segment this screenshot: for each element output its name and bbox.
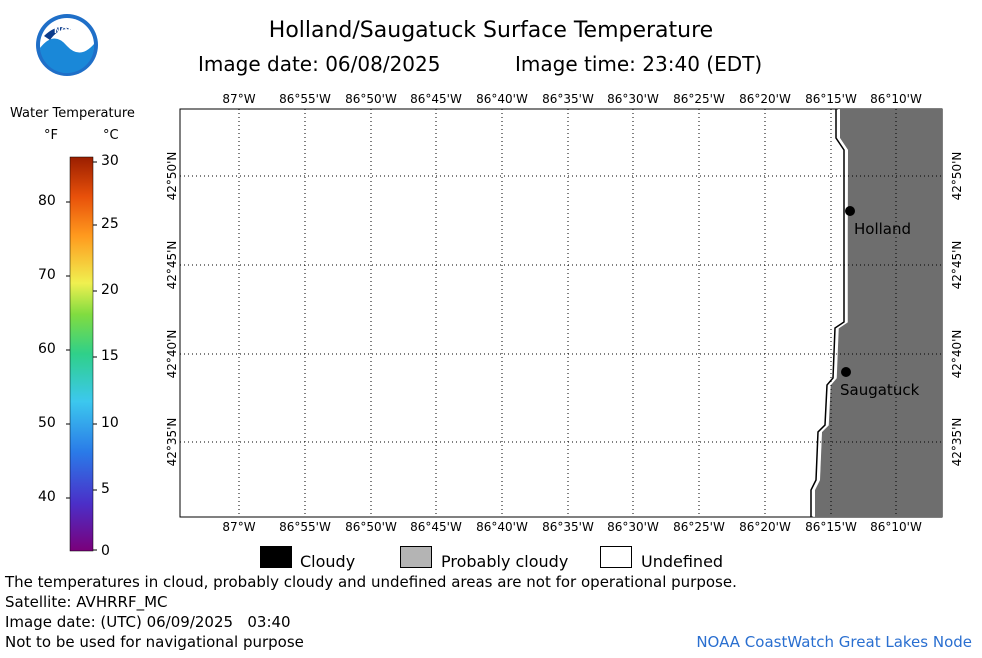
image-time: Image time: 23:40 (EDT) (515, 52, 763, 76)
saugatuck-marker (841, 367, 851, 377)
lon-label-bottom: 86°15'W (805, 520, 857, 534)
lon-label-top: 86°30'W (607, 92, 659, 106)
disclaimer-text: The temperatures in cloud, probably clou… (5, 573, 737, 591)
c-tick: 10 (101, 415, 119, 431)
legend-title: Water Temperature (10, 106, 135, 121)
lon-label-top: 86°45'W (410, 92, 462, 106)
lat-label-left: 42°50'N (165, 151, 179, 201)
f-tick: 50 (38, 415, 56, 431)
land-area (815, 109, 942, 517)
c-tick: 5 (101, 481, 110, 497)
probably-cloudy-swatch (400, 546, 432, 568)
lat-label-right: 42°45'N (950, 240, 964, 290)
c-tick: 0 (101, 543, 110, 559)
lon-label-bottom: 86°45'W (410, 520, 462, 534)
colorbar (69, 156, 94, 552)
f-tick: 80 (38, 193, 56, 209)
lon-label-bottom: 86°20'W (739, 520, 791, 534)
utc-date-text: Image date: (UTC) 06/09/2025 03:40 (5, 613, 291, 631)
lon-label-top: 86°35'W (542, 92, 594, 106)
lon-label-bottom: 86°40'W (476, 520, 528, 534)
lon-label-top: 86°20'W (739, 92, 791, 106)
page-title: Holland/Saugatuck Surface Temperature (268, 18, 714, 43)
map-frame (179, 108, 943, 518)
lon-label-bottom: 87°W (222, 520, 256, 534)
lon-label-top: 86°10'W (870, 92, 922, 106)
credit-link[interactable]: NOAA CoastWatch Great Lakes Node (696, 633, 972, 651)
lon-label-top: 86°15'W (805, 92, 857, 106)
graticule (180, 109, 942, 517)
f-tick: 60 (38, 341, 56, 357)
c-tick: 25 (101, 216, 119, 232)
noaa-logo-text: NOAA (54, 26, 80, 35)
lat-label-left: 42°35'N (165, 417, 179, 467)
noaa-logo (36, 14, 98, 76)
cloudy-label: Cloudy (300, 552, 356, 571)
lon-label-top: 86°40'W (476, 92, 528, 106)
shoreline (810, 109, 845, 517)
f-tick: 40 (38, 489, 56, 505)
lon-label-bottom: 86°50'W (345, 520, 397, 534)
c-tick: 15 (101, 348, 119, 364)
lon-label-top: 86°55'W (279, 92, 331, 106)
lat-label-right: 42°35'N (950, 417, 964, 467)
place-label-holland: Holland (854, 220, 912, 238)
place-label-saugatuck: Saugatuck (840, 381, 920, 399)
lon-label-bottom: 86°10'W (870, 520, 922, 534)
c-tick: 20 (101, 282, 119, 298)
lat-label-left: 42°40'N (165, 329, 179, 379)
lon-label-top: 86°50'W (345, 92, 397, 106)
f-tick: 70 (38, 267, 56, 283)
unit-celsius: °C (103, 128, 119, 143)
colorbar-ticks (66, 161, 97, 551)
unit-fahrenheit: °F (44, 128, 58, 143)
lon-label-bottom: 86°30'W (607, 520, 659, 534)
undefined-swatch (600, 546, 632, 568)
holland-marker (845, 206, 855, 216)
lat-label-left: 42°45'N (165, 240, 179, 290)
lon-label-bottom: 86°25'W (673, 520, 725, 534)
c-tick: 30 (101, 153, 119, 169)
lat-label-right: 42°50'N (950, 151, 964, 201)
cloudy-swatch (260, 546, 292, 568)
lon-label-top: 87°W (222, 92, 256, 106)
satellite-text: Satellite: AVHRRF_MC (5, 593, 168, 611)
lon-label-bottom: 86°55'W (279, 520, 331, 534)
lat-label-right: 42°40'N (950, 329, 964, 379)
nav-note-text: Not to be used for navigational purpose (5, 633, 304, 651)
undefined-label: Undefined (641, 552, 724, 571)
image-date: Image date: 06/08/2025 (198, 52, 441, 76)
probably-cloudy-label: Probably cloudy (441, 552, 569, 571)
lon-label-bottom: 86°35'W (542, 520, 594, 534)
lon-label-top: 86°25'W (673, 92, 725, 106)
